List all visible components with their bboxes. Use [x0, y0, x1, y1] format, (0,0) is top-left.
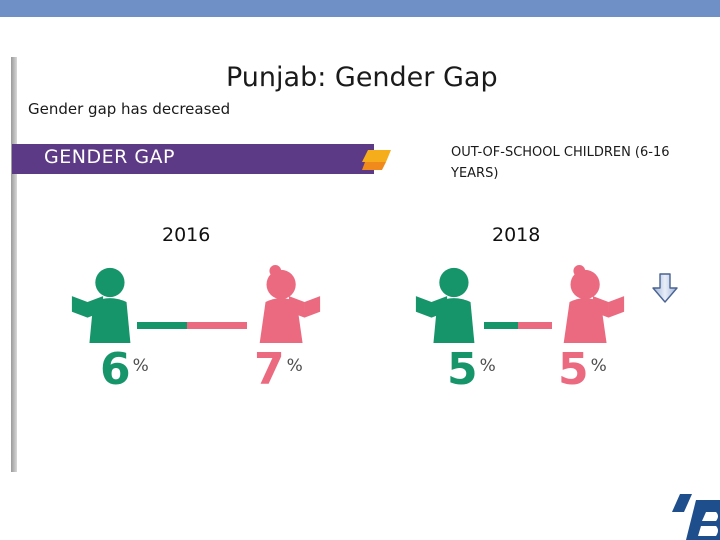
left-rule: [11, 57, 17, 472]
girl-reading-icon: [259, 265, 321, 343]
gender-gap-label: GENDER GAP: [44, 146, 175, 168]
girl-value-2018: 5: [558, 344, 589, 395]
slide-title: Punjab: Gender Gap: [226, 62, 498, 93]
out-of-school-label: OUT-OF-SCHOOL CHILDREN (6-16 YEARS): [451, 145, 670, 181]
boy-value-2018: 5: [447, 344, 478, 395]
girl-reading-icon: [563, 265, 625, 343]
pencil-icon: [362, 150, 391, 170]
boy-percent-2016: 6%: [100, 348, 149, 392]
boy-reading-icon: [71, 267, 131, 343]
boy-value-2016: 6: [100, 344, 131, 395]
girl-connector-2018: [518, 322, 552, 329]
percent-symbol: %: [479, 356, 496, 376]
girl-value-2016: 7: [254, 344, 285, 395]
boy-reading-icon: [415, 267, 475, 343]
gender-gap-banner: [12, 144, 374, 174]
logo-icon: [672, 494, 720, 540]
boy-connector-2018: [484, 322, 518, 329]
percent-symbol: %: [590, 356, 607, 376]
year-label-2018: 2018: [492, 224, 541, 246]
percent-symbol: %: [132, 356, 149, 376]
year-label-2016: 2016: [162, 224, 211, 246]
girl-percent-2016: 7%: [254, 348, 303, 392]
top-band: [0, 0, 720, 17]
down-arrow-icon: [652, 273, 678, 303]
boy-percent-2018: 5%: [447, 348, 496, 392]
girl-percent-2018: 5%: [558, 348, 607, 392]
slide-subtitle: Gender gap has decreased: [28, 100, 231, 118]
girl-connector-2016: [187, 322, 247, 329]
percent-symbol: %: [286, 356, 303, 376]
boy-connector-2016: [137, 322, 187, 329]
